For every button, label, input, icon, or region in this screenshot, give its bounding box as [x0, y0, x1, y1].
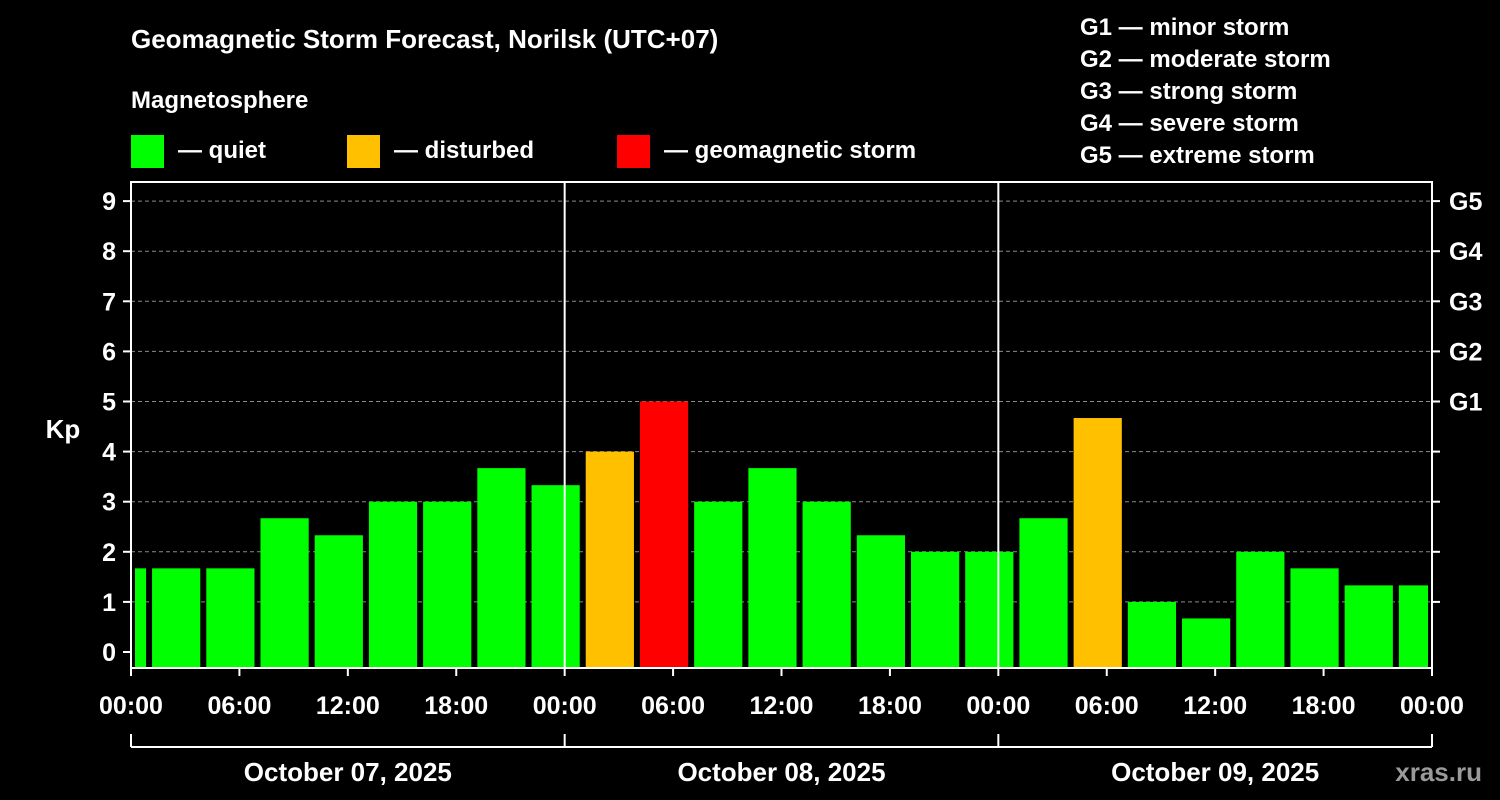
kp-bar: [802, 501, 851, 668]
x-tick-label: 18:00: [424, 692, 488, 720]
legend-item-storm: — geomagnetic storm: [617, 134, 916, 168]
watermark: xras.ru: [1395, 757, 1482, 787]
legend-item-quiet: — quiet: [131, 134, 266, 168]
storm-scale-g2: G2 — moderate storm: [1080, 46, 1331, 73]
day-label: October 09, 2025: [1111, 757, 1319, 787]
g-scale-label: G2: [1449, 338, 1482, 366]
kp-bar: [748, 468, 797, 668]
storm-scale-legend: G1 — minor storm G2 — moderate storm G3 …: [1080, 12, 1331, 172]
x-tick-label: 12:00: [316, 692, 380, 720]
x-tick-label: 00:00: [533, 692, 597, 720]
day-label: October 08, 2025: [677, 757, 885, 787]
kp-bar: [585, 451, 634, 668]
g-scale-label: G3: [1449, 288, 1482, 316]
x-tick-label: 06:00: [207, 692, 271, 720]
g-scale-label: G4: [1449, 238, 1482, 266]
x-tick-label: 00:00: [1400, 692, 1464, 720]
y-tick-label: 7: [102, 288, 116, 316]
legend-label-quiet: — quiet: [178, 137, 266, 164]
x-tick-label: 18:00: [858, 692, 922, 720]
x-tick-label: 12:00: [1183, 692, 1247, 720]
x-tick-label: 06:00: [1075, 692, 1139, 720]
kp-bar: [1344, 585, 1393, 668]
y-tick-label: 6: [102, 338, 116, 366]
day-label: October 07, 2025: [244, 757, 452, 787]
kp-bar: [856, 535, 905, 668]
kp-bar: [1236, 551, 1285, 668]
kp-bar: [531, 485, 580, 668]
legend-label-storm: — geomagnetic storm: [664, 137, 917, 164]
storm-scale-g5: G5 — extreme storm: [1080, 142, 1315, 169]
x-tick-label: 00:00: [966, 692, 1030, 720]
legend-swatch-storm: [617, 134, 650, 168]
kp-bar: [152, 568, 201, 668]
y-tick-label: 4: [102, 439, 116, 467]
kp-bar: [1290, 568, 1339, 668]
y-tick-label: 8: [102, 238, 116, 266]
x-tick-label: 06:00: [641, 692, 705, 720]
kp-bar: [368, 501, 418, 668]
y-tick-label: 0: [102, 639, 116, 667]
legend-heading: Magnetosphere: [131, 87, 309, 114]
legend-label-disturbed: — disturbed: [394, 137, 535, 164]
chart-title: Geomagnetic Storm Forecast, Norilsk (UTC…: [131, 24, 719, 54]
g-scale-label: G5: [1449, 188, 1482, 216]
kp-bar: [694, 501, 743, 668]
x-tick-label: 00:00: [99, 692, 163, 720]
kp-bar: [423, 501, 472, 668]
kp-bar: [1019, 518, 1068, 668]
storm-scale-g1: G1 — minor storm: [1080, 14, 1290, 41]
kp-bar: [135, 568, 147, 668]
legend-item-disturbed: — disturbed: [347, 134, 534, 168]
x-tick-label: 18:00: [1292, 692, 1356, 720]
kp-bar: [477, 468, 526, 668]
y-tick-label: 1: [102, 589, 116, 617]
y-tick-label: 3: [102, 489, 116, 517]
legend-swatch-quiet: [131, 134, 164, 168]
kp-bar: [1127, 601, 1177, 668]
y-axis-label: Kp: [46, 414, 81, 444]
storm-scale-g4: G4 — severe storm: [1080, 110, 1299, 137]
kp-bar: [639, 401, 689, 668]
y-tick-label: 2: [102, 539, 116, 567]
kp-bar: [1398, 585, 1428, 668]
y-tick-label: 5: [102, 389, 116, 417]
kp-bar: [1182, 618, 1231, 668]
kp-bar: [965, 551, 1014, 668]
kp-bar: [260, 518, 309, 668]
kp-bar: [206, 568, 255, 668]
g-scale-label: G1: [1449, 389, 1482, 417]
storm-scale-g3: G3 — strong storm: [1080, 78, 1298, 105]
kp-bar: [1073, 418, 1122, 668]
kp-bar: [910, 551, 960, 668]
kp-bar: [314, 535, 363, 668]
y-tick-label: 9: [102, 188, 116, 216]
legend-swatch-disturbed: [347, 134, 380, 168]
x-tick-label: 12:00: [750, 692, 814, 720]
